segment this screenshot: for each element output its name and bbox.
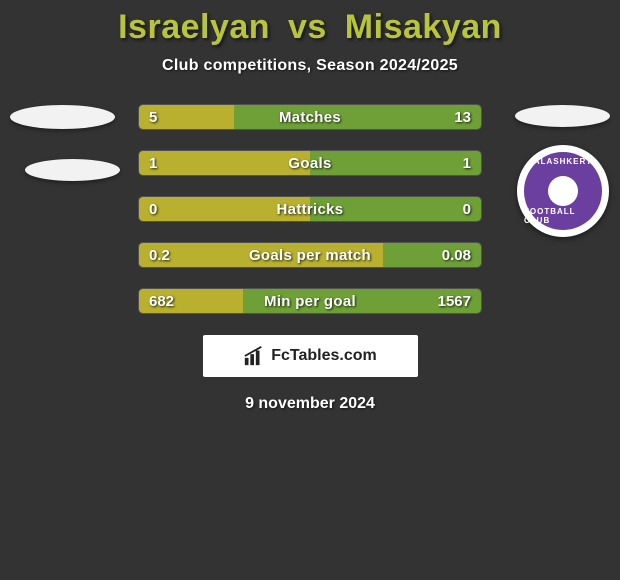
right-player-icons: ALASHKERT FOOTBALL CLUB: [515, 105, 610, 237]
club-name-bottom: FOOTBALL CLUB: [524, 207, 602, 225]
placeholder-ellipse-icon: [515, 105, 610, 127]
stat-bar-left-fill: [139, 289, 243, 313]
player-right-name: Misakyan: [345, 8, 502, 46]
vs-text: vs: [288, 8, 327, 46]
club-name-top: ALASHKERT: [534, 157, 592, 166]
comparison-content: ALASHKERT FOOTBALL CLUB 513Matches 11Goal…: [0, 105, 620, 413]
placeholder-ellipse-icon: [25, 159, 120, 181]
date-text: 9 november 2024: [0, 395, 620, 413]
stat-bar-left-fill: [139, 197, 310, 221]
stat-bar: 513Matches: [139, 105, 481, 129]
stat-bar: 0.20.08Goals per match: [139, 243, 481, 267]
stat-bar-right-fill: [383, 243, 481, 267]
subtitle: Club competitions, Season 2024/2025: [0, 57, 620, 75]
stat-bar-right-fill: [243, 289, 481, 313]
stat-bar: 00Hattricks: [139, 197, 481, 221]
stat-bar: 11Goals: [139, 151, 481, 175]
comparison-title: Israelyan vs Misakyan: [0, 0, 620, 47]
placeholder-ellipse-icon: [10, 105, 115, 129]
stat-bar-right-fill: [310, 151, 481, 175]
fctables-logo: FcTables.com: [203, 335, 418, 377]
bar-chart-icon: [243, 345, 265, 367]
stat-bar-left-fill: [139, 105, 234, 129]
football-icon: [548, 176, 578, 206]
stat-bar-right-fill: [310, 197, 481, 221]
club-badge: ALASHKERT FOOTBALL CLUB: [517, 145, 609, 237]
left-player-icons: [10, 105, 120, 181]
player-left-name: Israelyan: [118, 8, 270, 46]
stat-bar-left-fill: [139, 151, 310, 175]
footer-brand-text: FcTables.com: [271, 347, 377, 365]
comparison-bars: 513Matches 11Goals 00Hattricks 0.20.08Goals…: [139, 105, 481, 313]
stat-bar-right-fill: [234, 105, 481, 129]
stat-bar: 6821567Min per goal: [139, 289, 481, 313]
stat-bar-left-fill: [139, 243, 383, 267]
club-badge-inner: ALASHKERT FOOTBALL CLUB: [524, 152, 602, 230]
